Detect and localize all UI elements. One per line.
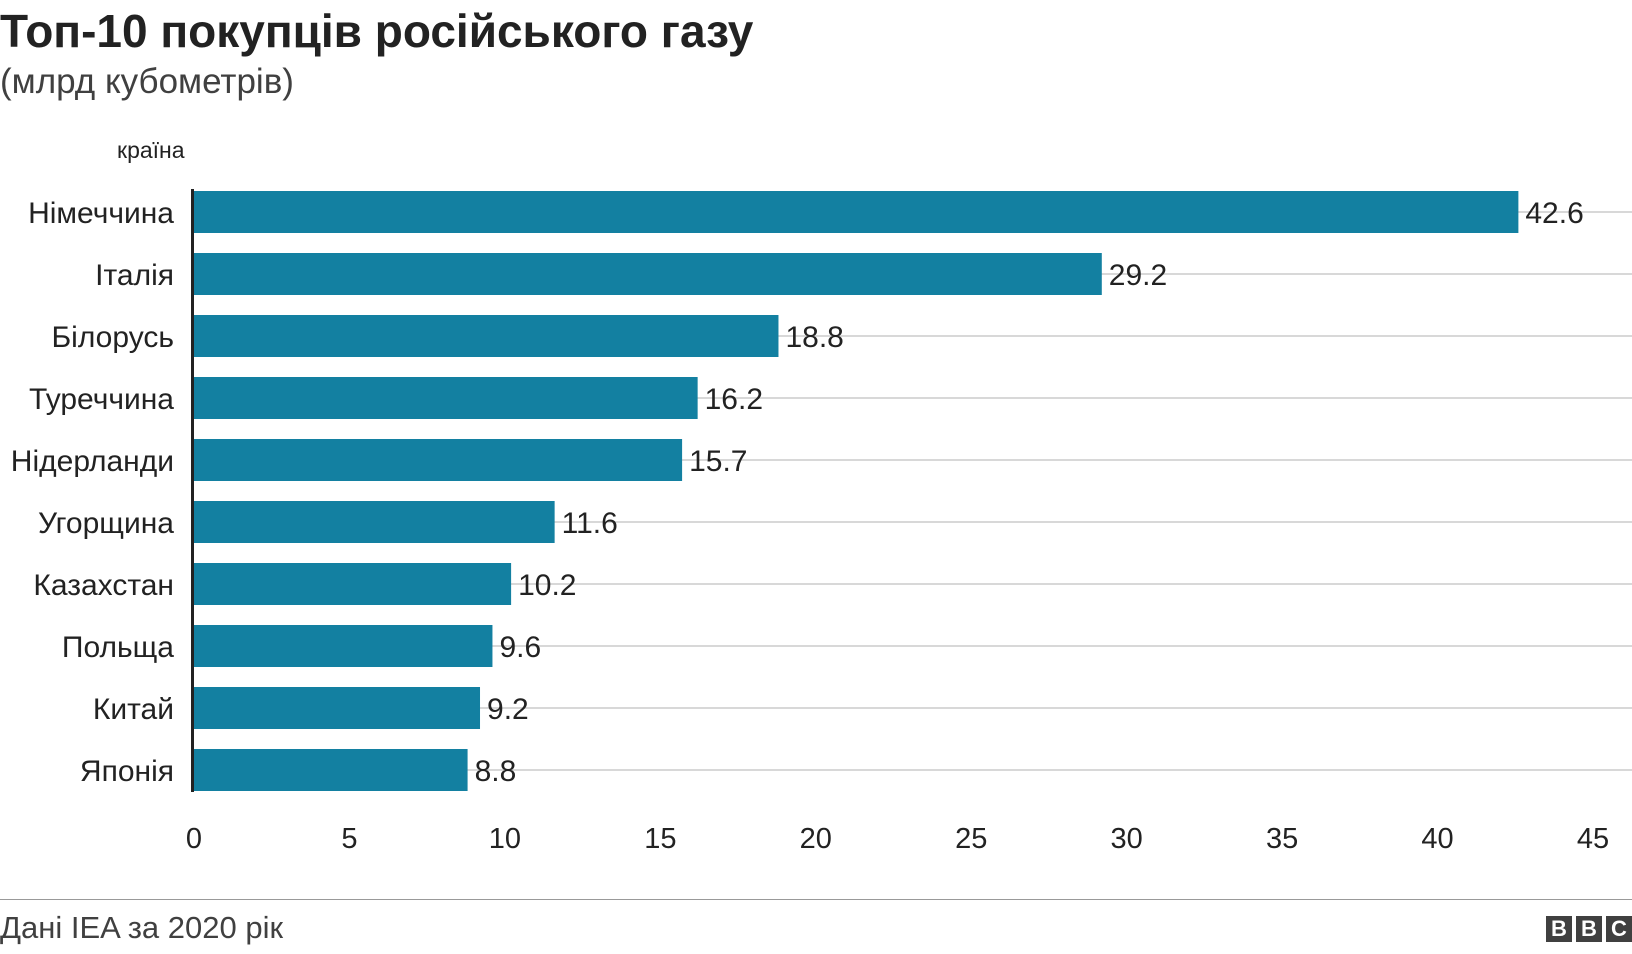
y-axis-label: країна (117, 137, 185, 163)
x-tick-label: 25 (955, 823, 987, 855)
bars (194, 191, 1519, 791)
category-label: Казахстан (33, 569, 174, 602)
bar (194, 439, 683, 481)
bar (194, 501, 555, 543)
category-label: Японія (80, 755, 174, 788)
footer-divider (0, 899, 1632, 900)
data-label: 10.2 (518, 569, 576, 602)
bbc-logo: B B C (1546, 916, 1632, 942)
x-tick-label: 15 (644, 823, 676, 855)
x-tick-label: 10 (489, 823, 521, 855)
x-tick-label: 35 (1266, 823, 1298, 855)
category-label: Туреччина (29, 383, 174, 416)
bar-chart: країна НімеччинаІталіяБілорусьТуреччинаН… (11, 137, 1632, 855)
x-axis-ticks: 0 5 10 15 20 25 30 35 40 45 (186, 823, 1609, 855)
data-label: 18.8 (785, 321, 843, 354)
x-tick-label: 40 (1421, 823, 1453, 855)
chart-subtitle: (млрд кубометрів) (0, 62, 294, 101)
bar (194, 377, 698, 419)
gridlines (194, 211, 1632, 771)
data-label: 11.6 (562, 507, 618, 540)
category-label: Угорщина (38, 507, 174, 540)
x-tick-label: 5 (341, 823, 357, 855)
bar (194, 687, 481, 729)
logo-letter-b2: B (1576, 916, 1602, 942)
bar (194, 191, 1519, 233)
data-label: 9.6 (499, 631, 541, 664)
x-tick-label: 45 (1577, 823, 1609, 855)
category-label: Німеччина (28, 197, 174, 230)
bar (194, 253, 1102, 295)
bar (194, 625, 493, 667)
data-label: 9.2 (487, 693, 529, 726)
data-label: 42.6 (1525, 197, 1583, 230)
category-label: Китай (93, 693, 174, 726)
category-labels: Німеччина Італія Білорусь Туреччина Нідерлан… (11, 197, 175, 788)
source-note: Дані IEA за 2020 рік (0, 910, 284, 945)
value-labels: 42.6 29.2 18.8 16.2 15.7 11.6 10.2 9.6 9.2 8.8 (475, 197, 1584, 788)
bar (194, 315, 779, 357)
chart-title: Топ-10 покупців російського газу (0, 5, 754, 57)
bar (194, 563, 512, 605)
x-tick-label: 0 (186, 823, 202, 855)
category-label: Нідерланди (11, 445, 174, 478)
logo-letter-b1: B (1546, 916, 1572, 942)
bar (194, 749, 468, 791)
data-label: 8.8 (475, 755, 517, 788)
x-tick-label: 20 (800, 823, 832, 855)
data-label: 16.2 (705, 383, 763, 416)
logo-letter-c: C (1606, 916, 1632, 942)
category-label: Білорусь (51, 321, 174, 354)
category-label: Італія (95, 259, 174, 292)
data-label: 15.7 (689, 445, 747, 478)
category-label: Польща (62, 631, 174, 664)
data-label: 29.2 (1109, 259, 1167, 292)
x-tick-label: 30 (1111, 823, 1143, 855)
